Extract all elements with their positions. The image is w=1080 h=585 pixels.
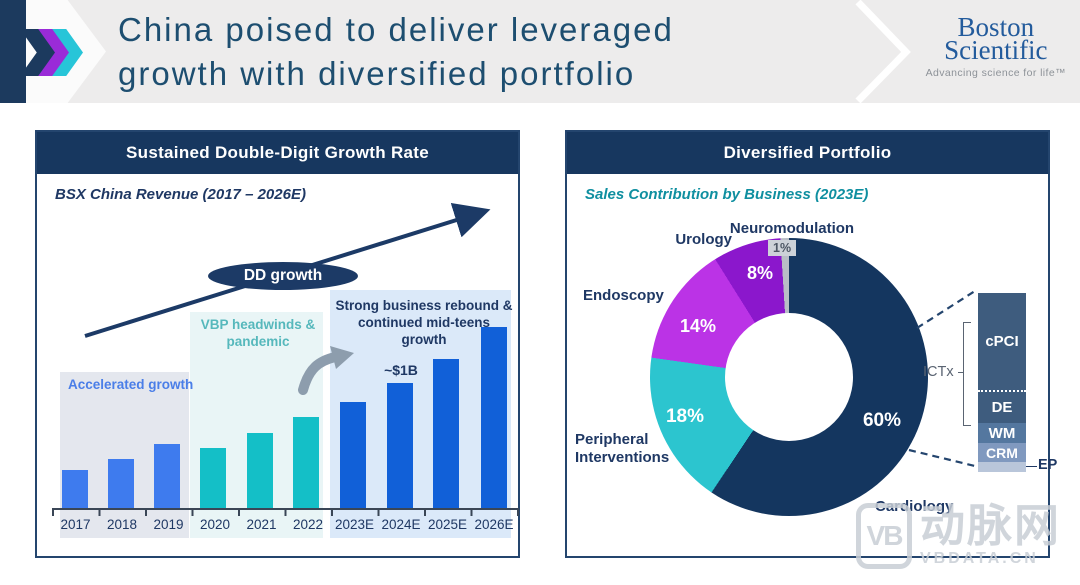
bar-2026e bbox=[481, 327, 507, 508]
banner-right-chevron-icon bbox=[855, 0, 911, 103]
x-tick-label: 2023E bbox=[334, 517, 375, 532]
label-endoscopy: Endoscopy bbox=[583, 287, 664, 304]
dd-growth-badge: DD growth bbox=[208, 262, 358, 290]
donut-hole bbox=[725, 313, 853, 441]
bar-2022 bbox=[293, 417, 319, 508]
cardiology-breakdown-bar: cPCI DE WM CRM bbox=[978, 293, 1026, 472]
logo-wordmark: Boston Scientific bbox=[926, 12, 1066, 65]
title-banner: China poised to deliver leveraged growth… bbox=[0, 0, 1080, 103]
left-panel-subtitle: BSX China Revenue (2017 – 2026E) bbox=[55, 186, 306, 203]
logo-tagline: Advancing science for life™ bbox=[925, 67, 1066, 79]
right-panel-header: Diversified Portfolio bbox=[567, 132, 1048, 174]
vb-logo-icon: VB bbox=[856, 503, 912, 569]
x-tick-label: 2022 bbox=[292, 517, 324, 532]
slide-title: China poised to deliver leveraged growth… bbox=[118, 8, 674, 96]
pct-endoscopy: 14% bbox=[679, 316, 717, 336]
x-tick-label: 2020 bbox=[199, 517, 231, 532]
x-tick-label: 2025E bbox=[427, 517, 468, 532]
growth-rate-panel: Sustained Double-Digit Growth Rate BSX C… bbox=[35, 130, 520, 558]
x-tick-label: 2017 bbox=[60, 517, 91, 532]
segment-wm: WM bbox=[978, 423, 1026, 443]
x-tick-label: 2018 bbox=[106, 517, 138, 532]
bar-2017 bbox=[62, 470, 88, 508]
x-axis bbox=[52, 508, 519, 510]
vbdata-watermark: VB 动脉网 VBDATA.CN bbox=[856, 503, 1061, 569]
x-tick-label: 2021 bbox=[246, 517, 277, 532]
pct-cardiology: 60% bbox=[862, 410, 902, 431]
annotation-vbp-headwinds: VBP headwinds & pandemic bbox=[200, 317, 316, 349]
ep-label: EP bbox=[1038, 457, 1058, 473]
bar-2021 bbox=[247, 433, 273, 508]
pct-neuromodulation: 1% bbox=[768, 240, 797, 256]
x-axis-ticks bbox=[52, 510, 519, 516]
bar-2019 bbox=[154, 444, 180, 508]
bar-2023e bbox=[340, 402, 366, 508]
bar-2025e bbox=[433, 359, 459, 508]
ictx-bracket bbox=[963, 322, 971, 426]
segment-crm: CRM bbox=[978, 443, 1026, 462]
annotation-strong-rebound: Strong business rebound & continued mid-… bbox=[335, 298, 513, 347]
x-tick-label: 2019 bbox=[153, 517, 184, 532]
label-cardiology: Cardiology bbox=[875, 498, 954, 515]
bar-2018 bbox=[108, 459, 134, 508]
x-tick-label: 2026E bbox=[474, 517, 514, 532]
bar-2024e bbox=[387, 383, 413, 508]
pct-peripheral: 18% bbox=[665, 406, 705, 427]
label-peripheral-interventions: Peripheral Interventions bbox=[575, 431, 670, 466]
annotation-accelerated-growth: Accelerated growth bbox=[68, 377, 194, 392]
right-panel-subtitle: Sales Contribution by Business (2023E) bbox=[585, 186, 869, 203]
segment-cpci: cPCI bbox=[978, 293, 1026, 392]
ictx-bracket-dash bbox=[958, 372, 963, 373]
ep-pointer-line bbox=[1026, 466, 1037, 467]
watermark-text: 动脉网 VBDATA.CN bbox=[920, 503, 1061, 568]
bar-2020 bbox=[200, 448, 226, 508]
value-callout-1b: ~$1B bbox=[384, 362, 418, 378]
slide-title-line1: China poised to deliver leveraged bbox=[118, 11, 674, 48]
label-urology: Urology bbox=[675, 231, 732, 248]
segment-ep bbox=[978, 462, 1026, 472]
portfolio-panel: Diversified Portfolio Sales Contribution… bbox=[565, 130, 1057, 558]
segment-de: DE bbox=[978, 392, 1026, 423]
slide-title-line2: growth with diversified portfolio bbox=[118, 55, 636, 92]
logo-line1: Boston bbox=[957, 12, 1035, 42]
pct-urology: 8% bbox=[746, 263, 773, 283]
ictx-label: ICTx bbox=[923, 364, 954, 380]
watermark-site: VBDATA.CN bbox=[920, 550, 1039, 567]
watermark-cjk: 动脉网 bbox=[920, 500, 1062, 551]
x-tick-label: 2024E bbox=[381, 517, 421, 532]
logo-line2: Scientific bbox=[944, 35, 1048, 65]
label-neuromodulation: Neuromodulation bbox=[729, 220, 855, 237]
boston-scientific-logo: Boston Scientific Advancing science for … bbox=[925, 12, 1066, 80]
left-panel-header: Sustained Double-Digit Growth Rate bbox=[37, 132, 518, 174]
